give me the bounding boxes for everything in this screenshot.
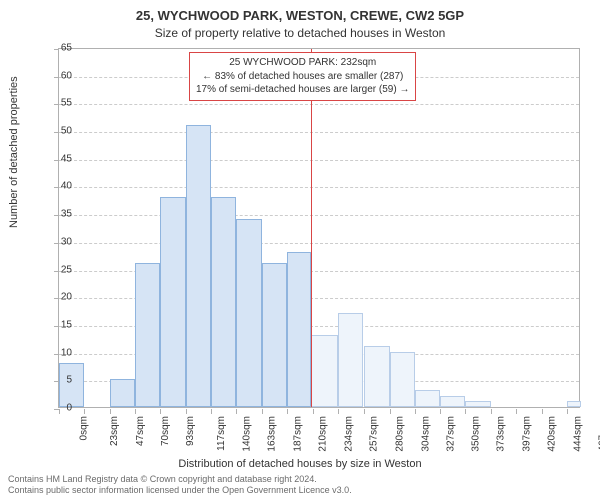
grid-line — [59, 104, 579, 105]
x-tick-label: 373sqm — [495, 416, 506, 452]
x-axis-label: Distribution of detached houses by size … — [0, 458, 600, 470]
histogram-bar-larger — [415, 390, 440, 407]
x-tick-mark — [84, 409, 85, 414]
grid-line — [59, 215, 579, 216]
y-axis-label: Number of detached properties — [8, 76, 20, 228]
y-tick-label: 60 — [42, 70, 72, 81]
y-tick-label: 0 — [42, 403, 72, 414]
grid-line — [59, 243, 579, 244]
x-tick-label: 350sqm — [470, 416, 481, 452]
footer-line-1: Contains HM Land Registry data © Crown c… — [8, 474, 352, 485]
x-tick-label: 257sqm — [369, 416, 380, 452]
x-tick-label: 187sqm — [293, 416, 304, 452]
x-tick-mark — [491, 409, 492, 414]
x-tick-mark — [211, 409, 212, 414]
histogram-bar-smaller — [211, 197, 236, 407]
histogram-bar-larger — [465, 401, 491, 407]
grid-line — [59, 160, 579, 161]
histogram-bar-larger — [390, 352, 415, 407]
histogram-bar-larger — [364, 346, 390, 407]
annotation-line-3: 17% of semi-detached houses are larger (… — [196, 83, 409, 97]
x-tick-label: 327sqm — [445, 416, 456, 452]
y-tick-label: 10 — [42, 347, 72, 358]
x-tick-mark — [236, 409, 237, 414]
histogram-bar-larger — [338, 313, 363, 407]
x-tick-label: 304sqm — [420, 416, 431, 452]
y-tick-label: 45 — [42, 153, 72, 164]
x-tick-label: 140sqm — [242, 416, 253, 452]
plot-wrap: 25 WYCHWOOD PARK: 232sqm← 83% of detache… — [58, 48, 580, 408]
x-tick-mark — [415, 409, 416, 414]
title-sub: Size of property relative to detached ho… — [0, 26, 600, 40]
y-tick-label: 5 — [42, 375, 72, 386]
grid-line — [59, 187, 579, 188]
x-tick-label: 444sqm — [572, 416, 583, 452]
y-tick-label: 30 — [42, 236, 72, 247]
x-tick-label: 234sqm — [344, 416, 355, 452]
plot-area: 25 WYCHWOOD PARK: 232sqm← 83% of detache… — [58, 48, 580, 408]
x-tick-mark — [542, 409, 543, 414]
title-main: 25, WYCHWOOD PARK, WESTON, CREWE, CW2 5G… — [0, 8, 600, 23]
histogram-bar-smaller — [135, 263, 160, 407]
grid-line — [59, 132, 579, 133]
x-tick-label: 47sqm — [135, 416, 146, 446]
histogram-bar-smaller — [236, 219, 262, 407]
x-tick-label: 70sqm — [160, 416, 171, 446]
histogram-bar-larger — [440, 396, 465, 407]
x-tick-label: 0sqm — [78, 416, 89, 440]
x-tick-label: 117sqm — [216, 416, 227, 451]
annotation-box: 25 WYCHWOOD PARK: 232sqm← 83% of detache… — [189, 52, 416, 101]
annotation-line-2: ← 83% of detached houses are smaller (28… — [196, 70, 409, 84]
histogram-bar-smaller — [110, 379, 135, 407]
y-tick-label: 20 — [42, 292, 72, 303]
y-tick-label: 65 — [42, 43, 72, 54]
histogram-bar-smaller — [287, 252, 311, 407]
x-tick-mark — [110, 409, 111, 414]
chart-container: 25, WYCHWOOD PARK, WESTON, CREWE, CW2 5G… — [0, 0, 600, 500]
footer-line-2: Contains public sector information licen… — [8, 485, 352, 496]
x-tick-mark — [313, 409, 314, 414]
footer-attribution: Contains HM Land Registry data © Crown c… — [8, 474, 352, 497]
y-tick-label: 35 — [42, 209, 72, 220]
x-tick-label: 397sqm — [521, 416, 532, 452]
x-tick-mark — [567, 409, 568, 414]
x-tick-mark — [262, 409, 263, 414]
x-tick-mark — [516, 409, 517, 414]
histogram-bar-smaller — [186, 125, 211, 407]
y-tick-label: 25 — [42, 264, 72, 275]
y-tick-label: 50 — [42, 126, 72, 137]
x-tick-mark — [465, 409, 466, 414]
histogram-bar-larger — [567, 401, 581, 407]
x-tick-mark — [160, 409, 161, 414]
y-tick-label: 15 — [42, 319, 72, 330]
annotation-marker-line — [311, 49, 312, 407]
x-tick-label: 93sqm — [185, 416, 196, 446]
x-tick-mark — [287, 409, 288, 414]
x-tick-mark — [338, 409, 339, 414]
x-tick-label: 163sqm — [267, 416, 278, 452]
x-tick-mark — [135, 409, 136, 414]
histogram-bar-larger — [311, 335, 338, 407]
histogram-bar-smaller — [160, 197, 186, 407]
x-tick-label: 420sqm — [546, 416, 557, 452]
x-tick-mark — [186, 409, 187, 414]
x-tick-label: 280sqm — [394, 416, 405, 452]
x-tick-mark — [364, 409, 365, 414]
x-tick-mark — [390, 409, 391, 414]
x-tick-mark — [440, 409, 441, 414]
y-tick-label: 40 — [42, 181, 72, 192]
annotation-line-1: 25 WYCHWOOD PARK: 232sqm — [196, 56, 409, 70]
x-tick-label: 210sqm — [318, 416, 329, 452]
y-tick-label: 55 — [42, 98, 72, 109]
histogram-bar-smaller — [262, 263, 287, 407]
x-tick-label: 23sqm — [109, 416, 120, 446]
